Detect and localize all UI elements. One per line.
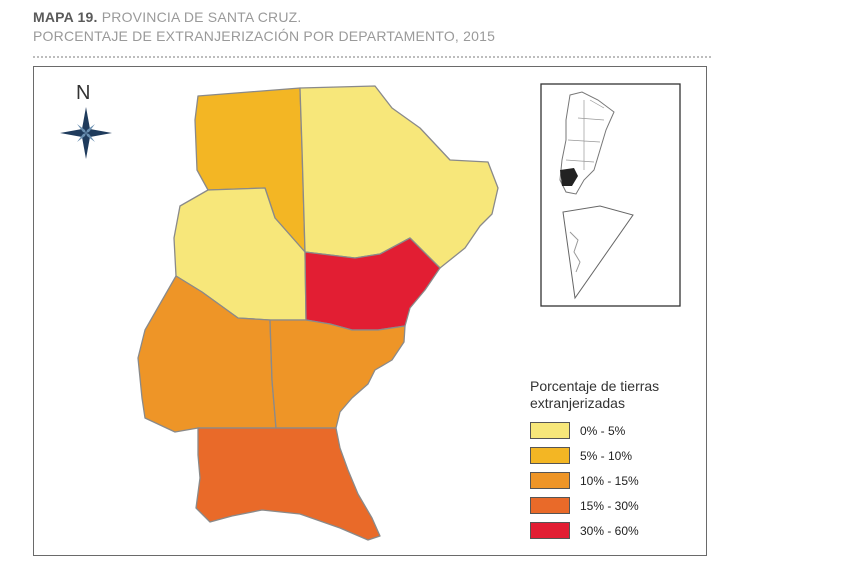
dotted-divider: [33, 56, 711, 58]
department-corpen-aike[interactable]: [269, 319, 406, 429]
map-title: MAPA 19. PROVINCIA DE SANTA CRUZ.: [33, 8, 495, 27]
legend-title-line1: Porcentaje de tierras: [530, 378, 660, 394]
legend-label: 5% - 10%: [580, 448, 633, 463]
map-header: MAPA 19. PROVINCIA DE SANTA CRUZ. PORCEN…: [33, 8, 495, 46]
legend-item: 15% - 30%: [530, 493, 720, 518]
legend-swatch: [530, 522, 570, 539]
legend-title: Porcentaje de tierras extranjerizadas: [530, 378, 720, 412]
legend-swatch: [530, 497, 570, 514]
legend-swatch: [530, 422, 570, 439]
legend-swatch: [530, 447, 570, 464]
legend-label: 15% - 30%: [580, 498, 639, 513]
north-label: N: [76, 82, 91, 104]
legend-item: 30% - 60%: [530, 518, 720, 543]
department-deseado[interactable]: [299, 85, 499, 269]
map-number: MAPA 19.: [33, 9, 98, 25]
legend-title-line2: extranjerizadas: [530, 395, 625, 411]
map-subtitle: PORCENTAJE DE EXTRANJERIZACIÓN POR DEPAR…: [33, 28, 496, 44]
argentina-locator-icon: [540, 83, 681, 307]
department-guer-aike[interactable]: [195, 427, 381, 541]
legend-item: 5% - 10%: [530, 443, 720, 468]
legend-item: 0% - 5%: [530, 418, 720, 443]
inset-highlight: [560, 168, 578, 186]
compass-rose-icon: [60, 107, 112, 159]
legend-label: 10% - 15%: [580, 473, 639, 488]
legend-label: 30% - 60%: [580, 523, 639, 538]
map-legend: Porcentaje de tierras extranjerizadas 0%…: [530, 378, 720, 543]
legend-swatch: [530, 472, 570, 489]
legend-label: 0% - 5%: [580, 423, 626, 438]
province-name: PROVINCIA DE SANTA CRUZ.: [101, 9, 302, 25]
legend-item: 10% - 15%: [530, 468, 720, 493]
